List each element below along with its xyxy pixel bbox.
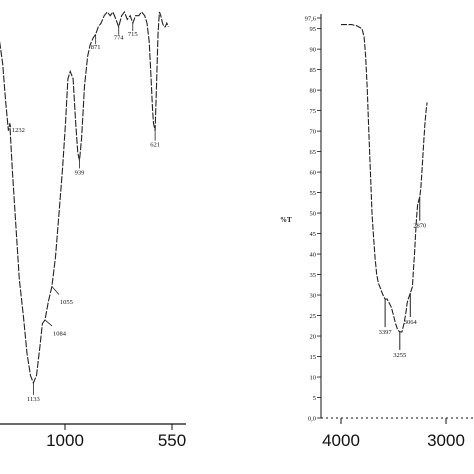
right-y-tick-label: 30: [310, 292, 317, 299]
right-y-tick-label: 45: [310, 231, 317, 238]
right-y-tick-label: 90: [310, 46, 317, 53]
right-peak-label: 3064: [404, 319, 418, 326]
left-x-tick-label: 550: [158, 431, 186, 450]
right-y-tick-label: 55: [310, 190, 317, 197]
right-y-tick-label: 85: [310, 67, 317, 74]
right-x-tick-label: 3000: [427, 431, 465, 450]
right-peak-label: 3255: [393, 352, 406, 359]
right-y-tick-label: 70: [310, 128, 317, 135]
right-x-tick-label: 4000: [322, 431, 360, 450]
right-y-tick-label: 50: [310, 210, 317, 217]
left-peak-label: 1084: [53, 331, 67, 338]
left-peak-marker: [44, 319, 53, 327]
right-y-tick-label: 10: [310, 374, 317, 381]
right-y-tick-label: 80: [310, 87, 317, 94]
right-ir-spectrum: 0,0 5 10 15 20 25 30 35 40 45 50 55 60 65 70 75 80 85 90 95…: [280, 14, 474, 450]
left-x-tick-label: 1000: [46, 431, 84, 450]
right-y-tick-label: 60: [310, 169, 317, 176]
right-y-tick-label: 95: [310, 26, 317, 33]
left-peak-label: 774: [114, 35, 125, 42]
left-peak-marker: [51, 286, 60, 295]
right-y-tick-label: 97,6: [305, 15, 317, 22]
left-peak-label: 621: [150, 142, 160, 149]
right-y-tick-label: 40: [310, 251, 317, 258]
left-peak-label: 871: [91, 44, 101, 51]
right-y-tick-label: 35: [310, 272, 317, 279]
left-spectrum-curve: [0, 10, 169, 385]
right-y-tick-label: 0,0: [308, 415, 316, 422]
left-peak-marker: [9, 123, 12, 128]
right-spectrum-curve: [341, 24, 428, 333]
left-peak-label: 939: [75, 169, 85, 176]
right-y-tick-label: 5: [313, 395, 316, 402]
left-peak-label: 715: [128, 31, 138, 38]
left-peak-label: 1232: [12, 127, 25, 134]
right-y-tick-label: 75: [310, 108, 317, 115]
right-peak-label: 2870: [413, 223, 426, 230]
right-y-tick-label: 15: [310, 354, 317, 361]
y-axis-label: %T: [280, 216, 292, 224]
right-peak-label: 3397: [379, 329, 393, 336]
right-y-tick-label: 25: [310, 313, 317, 320]
right-y-tick-label: 65: [310, 149, 317, 156]
left-peak-label: 1133: [27, 396, 40, 403]
left-peak-label: 1055: [60, 299, 73, 306]
right-y-tick-label: 20: [310, 333, 317, 340]
